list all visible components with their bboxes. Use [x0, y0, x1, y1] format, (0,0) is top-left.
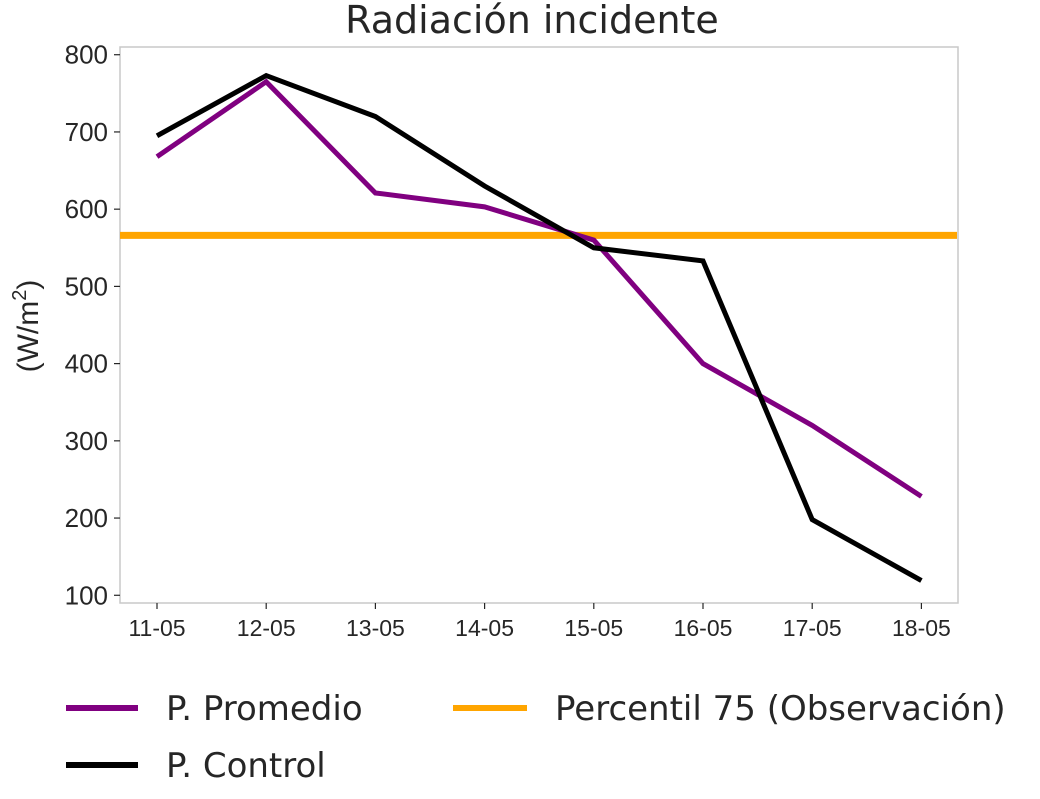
x-tick-label: 18-05	[892, 615, 951, 641]
series-lines	[155, 72, 923, 583]
y-axis: 100 200 300 400 500 600 700 800	[65, 40, 120, 610]
legend-label-p-control: P. Control	[166, 746, 326, 786]
x-tick-label: 11-05	[128, 615, 185, 641]
x-tick-label: 16-05	[674, 615, 733, 641]
y-tick-label: 400	[65, 349, 108, 379]
legend: P. Promedio P. Control Percentil 75 (Obs…	[66, 689, 1006, 786]
y-axis-label: (W/m2)	[9, 280, 45, 373]
chart-title: Radiación incidente	[345, 0, 719, 42]
x-axis: 11-05 12-05 13-05 14-05 15-05 16-05 17-05 18-05	[128, 603, 951, 641]
x-tick-label: 17-05	[783, 615, 842, 641]
series-line-p-promedio	[155, 78, 923, 499]
y-axis-label-main: (W/m	[12, 301, 45, 373]
x-tick-label: 15-05	[564, 615, 623, 641]
y-tick-label: 500	[65, 271, 108, 301]
legend-label-percentil-75: Percentil 75 (Observación)	[555, 689, 1006, 729]
y-tick-label: 800	[65, 40, 108, 70]
y-tick-label: 700	[65, 117, 108, 147]
x-tick-label: 12-05	[237, 615, 296, 641]
x-tick-label: 13-05	[346, 615, 405, 641]
y-tick-label: 600	[65, 194, 108, 224]
y-tick-label: 300	[65, 426, 108, 456]
y-axis-label-close: )	[12, 280, 45, 290]
y-tick-label: 200	[65, 503, 108, 533]
y-axis-label-superscript: 2	[9, 290, 31, 301]
y-tick-label: 100	[65, 580, 108, 610]
x-tick-label: 14-05	[455, 615, 514, 641]
series-line-p-control	[155, 72, 923, 583]
plot-area	[119, 46, 959, 604]
legend-label-p-promedio: P. Promedio	[166, 689, 363, 729]
